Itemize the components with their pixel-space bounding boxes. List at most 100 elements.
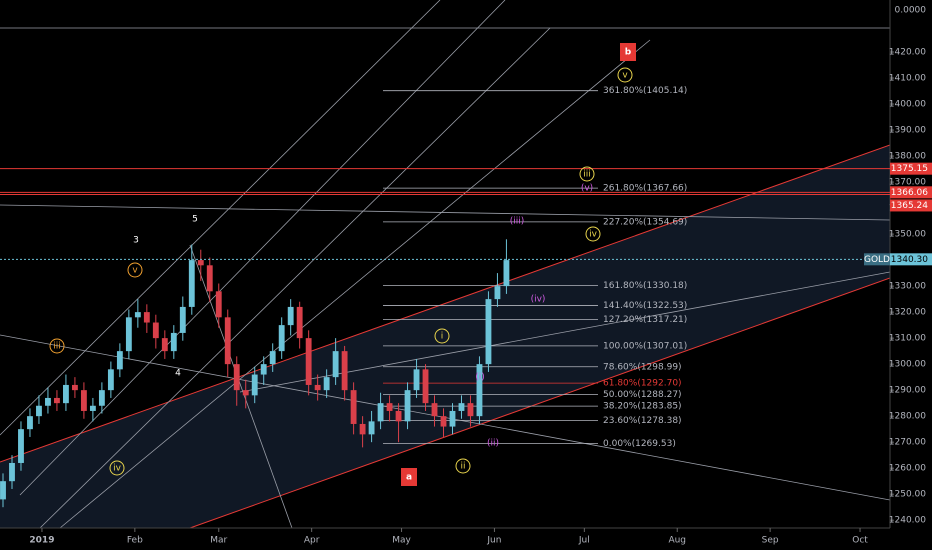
candle-body: [503, 260, 510, 287]
candle-body: [197, 260, 204, 266]
y-tick-label: 1370.00: [889, 178, 926, 188]
candle-body: [134, 312, 141, 318]
y-tick-label: 1290.00: [889, 386, 926, 396]
y-tick-label: 1330.00: [889, 282, 926, 292]
wave-label: 3: [133, 236, 139, 246]
resistance-label: 1375.15: [891, 164, 928, 174]
fib-label: 261.80%(1367.66): [603, 184, 687, 194]
y-tick-label: 1280.00: [889, 412, 926, 422]
fib-label: 141.40%(1322.53): [603, 301, 687, 311]
y-tick-label: 1320.00: [889, 308, 926, 318]
candle-body: [332, 351, 339, 378]
candle-body: [377, 403, 384, 422]
candle-body: [63, 384, 69, 404]
wave-box: [620, 43, 636, 61]
candle-body: [296, 306, 303, 339]
symbol-tag: [864, 253, 890, 266]
candle-body: [179, 306, 186, 333]
fib-label: 38.20%(1283.85): [603, 402, 682, 412]
x-tick-label: Aug: [668, 536, 686, 546]
candle-body: [368, 421, 375, 435]
candle-body: [269, 351, 276, 365]
candle-body: [233, 364, 240, 391]
y-tick-label: 1350.00: [889, 230, 926, 240]
trend-line: [189, 244, 293, 529]
y-tick-label: 1270.00: [889, 438, 926, 448]
candle-body: [80, 390, 87, 411]
candle-body: [251, 374, 258, 396]
resistance-tag: [890, 162, 932, 175]
wave-label: a: [406, 473, 412, 483]
wave-label: iii: [583, 170, 591, 180]
wave-circle: [434, 328, 450, 344]
candle-body: [98, 390, 105, 406]
candle-body: [143, 312, 150, 323]
fib-label: 161.80%(1330.18): [603, 281, 687, 291]
y-tick-label: 1250.00: [889, 490, 926, 500]
candle-body: [386, 403, 393, 411]
wave-label: (v): [581, 184, 593, 194]
last-price-tag: [890, 253, 932, 266]
fib-label: 100.00%(1307.01): [603, 341, 687, 351]
candle-body: [431, 403, 438, 417]
trend-line: [0, 204, 891, 221]
wave-box: [401, 468, 417, 486]
resistance-tag: [890, 186, 932, 199]
trend-line: [19, 0, 506, 496]
candle-body: [188, 260, 195, 307]
candle-body: [404, 390, 411, 422]
y-tick-label: 1420.00: [889, 48, 926, 58]
candle-body: [314, 384, 321, 391]
wave-label: (iii): [510, 217, 525, 227]
candle-body: [494, 286, 501, 300]
price-axis: [890, 0, 932, 550]
channel-upper: [0, 144, 891, 463]
symbol-label: GOLD: [864, 255, 890, 265]
candle-body: [359, 423, 366, 435]
candle-body: [278, 325, 285, 352]
scale-label: 0.0000: [895, 6, 927, 16]
x-tick-label: Jun: [486, 536, 501, 546]
candle-body: [116, 351, 123, 370]
candle-body: [71, 384, 78, 391]
candle-body: [36, 405, 42, 417]
fib-label: 50.00%(1288.27): [603, 390, 682, 400]
candle-body: [242, 390, 249, 396]
candle-body: [323, 377, 330, 391]
y-tick-label: 1400.00: [889, 100, 926, 110]
fib-label: 0.00%(1269.53): [603, 439, 676, 449]
wave-circle: [109, 460, 125, 476]
candle-body: [395, 410, 402, 422]
candle-body: [458, 403, 465, 411]
trend-line: [59, 39, 651, 529]
candle-body: [170, 332, 177, 352]
trend-line: [239, 271, 891, 393]
x-tick-label: May: [392, 536, 411, 546]
fib-label: 61.80%(1292.70): [603, 379, 682, 389]
wave-label: iv: [589, 230, 598, 240]
y-tick-label: 1380.00: [889, 152, 926, 162]
wave-circle: [455, 458, 471, 474]
x-tick-label: Oct: [852, 536, 868, 546]
x-tick-label: Apr: [304, 536, 320, 546]
wave-circle: [579, 166, 595, 182]
y-tick-label: 1240.00: [889, 516, 926, 526]
fib-label: 23.60%(1278.38): [603, 416, 682, 426]
x-tick-label: Feb: [127, 536, 143, 546]
candle-body: [89, 405, 96, 411]
candle-body: [485, 299, 492, 365]
fib-label: 78.60%(1298.99): [603, 362, 682, 372]
y-tick-label: 1260.00: [889, 464, 926, 474]
wave-label: ii: [460, 462, 465, 472]
y-tick-label: 1300.00: [889, 360, 926, 370]
x-tick-label: 2019: [29, 536, 54, 546]
wave-label: iii: [53, 342, 61, 352]
candle-body: [45, 397, 51, 406]
x-tick-label: Mar: [210, 536, 227, 546]
candle-body: [440, 416, 447, 427]
wave-label: (iv): [531, 295, 546, 305]
candle-body: [476, 364, 483, 417]
candle-body: [287, 306, 294, 326]
